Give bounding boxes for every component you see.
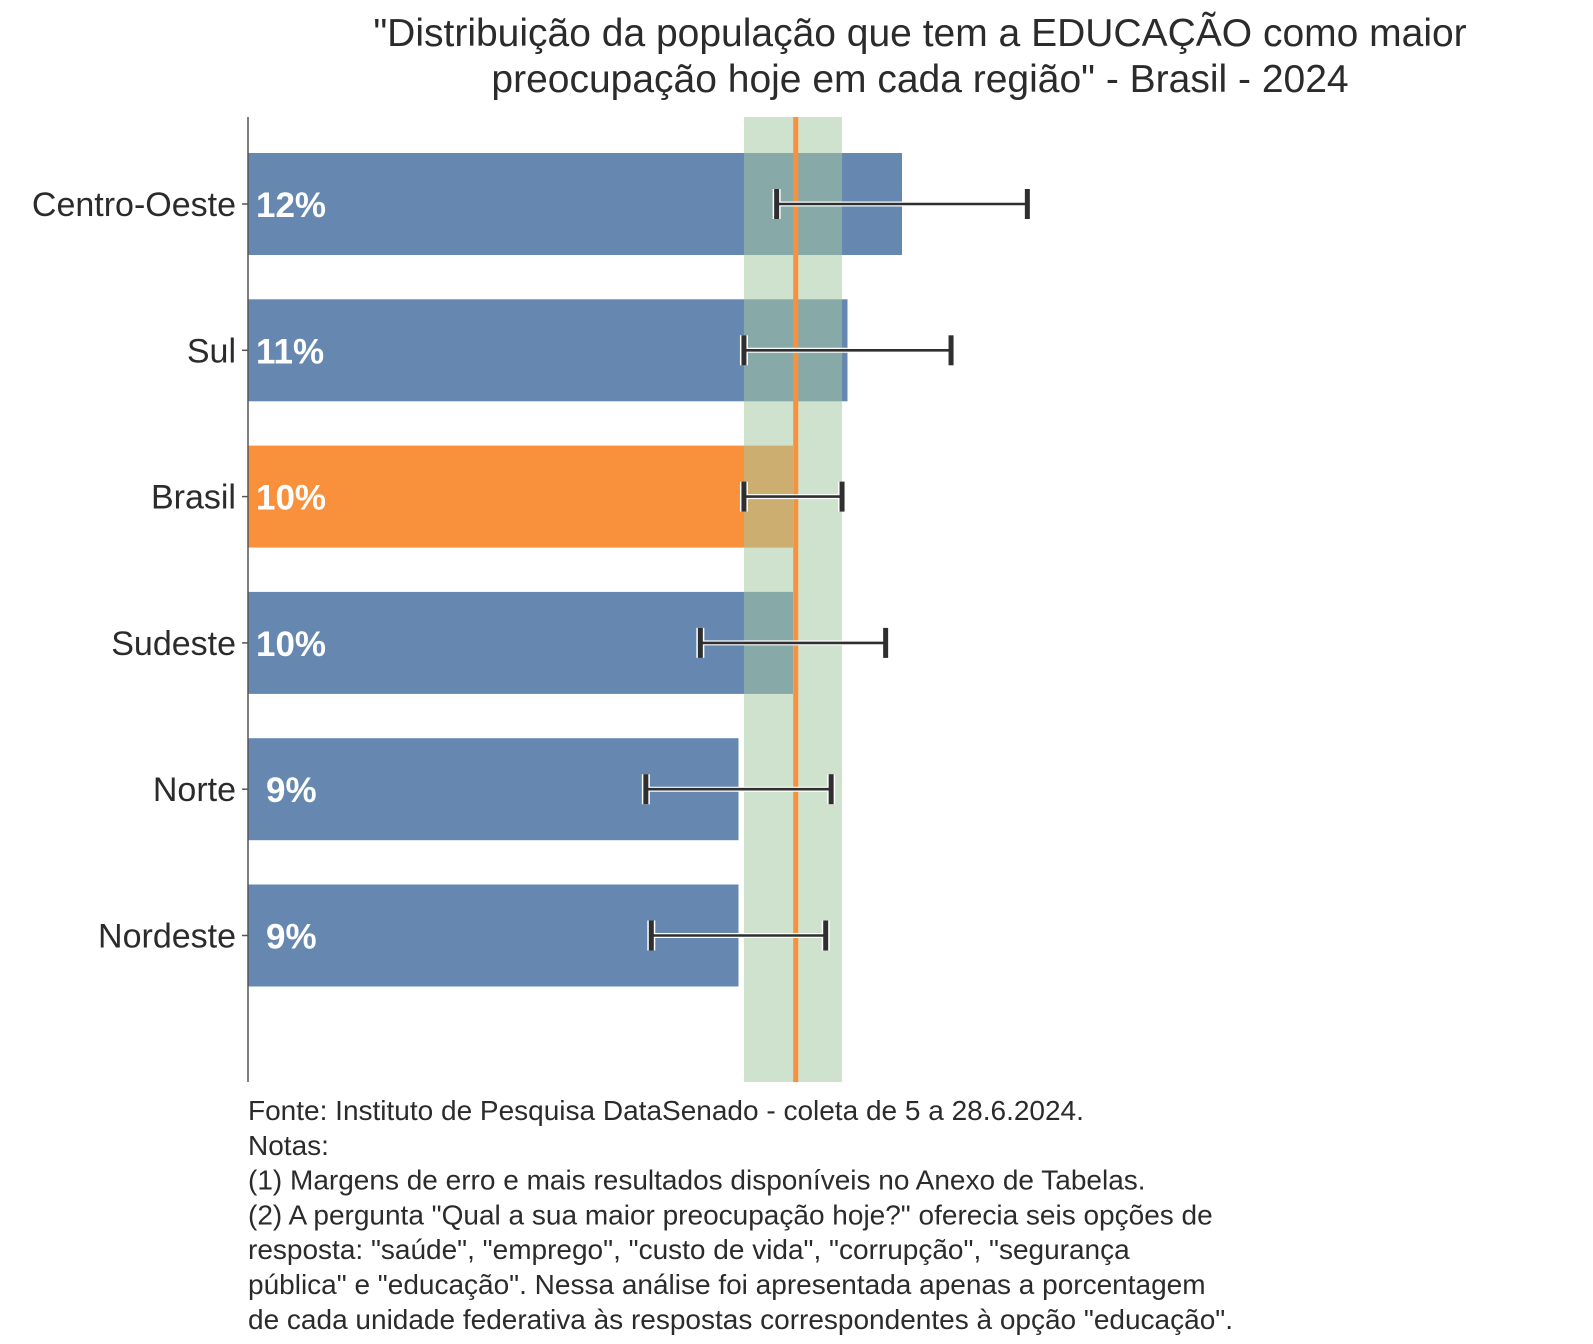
footer-line: de cada unidade federativa às respostas … bbox=[248, 1304, 1233, 1335]
data-label: 9% bbox=[266, 771, 317, 810]
chart-title-line-2: preocupação hoje em cada região" - Brasi… bbox=[491, 58, 1348, 101]
error-bar-sul bbox=[739, 335, 956, 366]
category-label: Centro-Oeste bbox=[32, 186, 236, 224]
footer-line: resposta: "saúde", "emprego", "custo de … bbox=[248, 1234, 1130, 1265]
footer-line: (2) A pergunta "Qual a sua maior preocup… bbox=[248, 1199, 1213, 1230]
footer-line: (1) Margens de erro e mais resultados di… bbox=[248, 1165, 1146, 1196]
data-label: 10% bbox=[256, 479, 326, 518]
chart-title-line-1: "Distribuição da população que tem a EDU… bbox=[373, 12, 1466, 55]
category-label: Norte bbox=[153, 771, 236, 809]
footer-line: Notas: bbox=[248, 1130, 329, 1161]
footer-line: pública" e "educação". Nessa análise foi… bbox=[248, 1269, 1206, 1300]
error-bar-nordeste bbox=[647, 920, 830, 951]
category-label: Nordeste bbox=[98, 918, 236, 956]
data-label: 12% bbox=[256, 186, 326, 225]
data-label: 10% bbox=[256, 625, 326, 664]
bar-brasil bbox=[248, 445, 793, 548]
data-label: 11% bbox=[256, 332, 324, 371]
error-bar-norte bbox=[641, 774, 836, 805]
error-bar-sudeste bbox=[696, 627, 890, 658]
error-bar-brasil bbox=[739, 481, 847, 512]
category-label: Sudeste bbox=[111, 625, 236, 663]
footer-line: Fonte: Instituto de Pesquisa DataSenado … bbox=[248, 1095, 1084, 1126]
data-label: 9% bbox=[266, 918, 317, 957]
category-label: Brasil bbox=[151, 479, 236, 517]
error-bar-centro-oeste bbox=[772, 189, 1032, 219]
category-label: Sul bbox=[187, 332, 236, 370]
